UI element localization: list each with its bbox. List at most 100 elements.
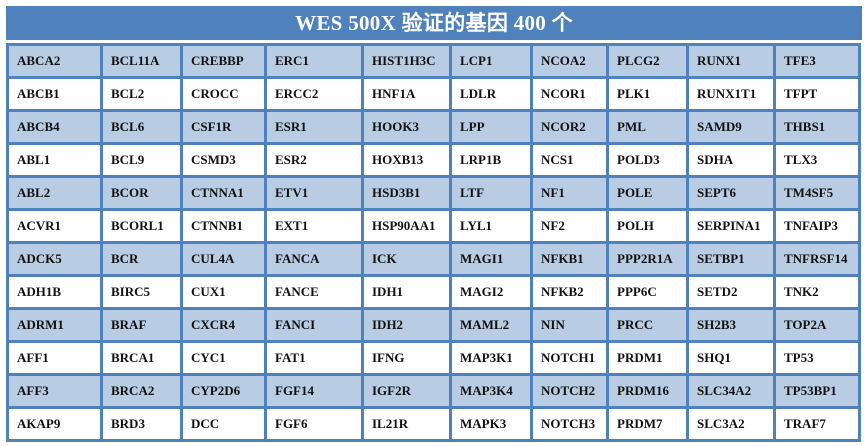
gene-cell: IFNG — [361, 340, 452, 376]
gene-cell: CTNNB1 — [180, 208, 267, 244]
gene-cell: NCOA2 — [530, 43, 609, 79]
gene-cell: IDH1 — [361, 274, 452, 310]
gene-cell: RUNX1T1 — [686, 76, 776, 112]
gene-cell: TP53BP1 — [773, 373, 861, 409]
gene-cell: NOTCH3 — [530, 406, 609, 442]
gene-cell: NCOR1 — [530, 76, 609, 112]
gene-cell: MAGI2 — [449, 274, 533, 310]
gene-cell: MAP3K4 — [449, 373, 533, 409]
gene-cell: MAP3K1 — [449, 340, 533, 376]
gene-cell: POLH — [606, 208, 689, 244]
table-row: ADCK5 BCR CUL4A FANCA ICK MAGI1 NFKB1 PPP2R1A SE… — [6, 241, 861, 277]
table-row: AKAP9 BRD3 DCC FGF6 IL21R MAPK3 NOTCH3 PRDM7 SLC… — [6, 406, 861, 442]
gene-cell: CYP2D6 — [180, 373, 267, 409]
gene-cell: PLCG2 — [606, 43, 689, 79]
gene-cell: BCL9 — [100, 142, 183, 178]
gene-cell: MAPK3 — [449, 406, 533, 442]
gene-cell: BCL2 — [100, 76, 183, 112]
gene-cell: CTNNA1 — [180, 175, 267, 211]
table-row: ABCB4 BCL6 CSF1R ESR1 HOOK3 LPP NCOR2 PML SAMD9 T… — [6, 109, 861, 145]
gene-cell: TNFAIP3 — [773, 208, 861, 244]
gene-cell: NOTCH1 — [530, 340, 609, 376]
gene-cell: NFKB1 — [530, 241, 609, 277]
gene-cell: NF2 — [530, 208, 609, 244]
gene-cell: AFF1 — [6, 340, 103, 376]
gene-cell: SERPINA1 — [686, 208, 776, 244]
gene-cell: LTF — [449, 175, 533, 211]
gene-cell: SEPT6 — [686, 175, 776, 211]
gene-cell: SLC3A2 — [686, 406, 776, 442]
gene-cell: HSP90AA1 — [361, 208, 452, 244]
gene-cell: BCL6 — [100, 109, 183, 145]
gene-cell: TP53 — [773, 340, 861, 376]
gene-cell: BRCA1 — [100, 340, 183, 376]
gene-cell: ABCB1 — [6, 76, 103, 112]
gene-cell: CUL4A — [180, 241, 267, 277]
gene-cell: ABL1 — [6, 142, 103, 178]
gene-cell: LRP1B — [449, 142, 533, 178]
gene-cell: SH2B3 — [686, 307, 776, 343]
gene-cell: NF1 — [530, 175, 609, 211]
gene-cell: BRD3 — [100, 406, 183, 442]
gene-cell: PRCC — [606, 307, 689, 343]
table-row: ABL1 BCL9 CSMD3 ESR2 HOXB13 LRP1B NCS1 POLD3 SDH… — [6, 142, 861, 178]
gene-cell: IL21R — [361, 406, 452, 442]
gene-cell: PRDM16 — [606, 373, 689, 409]
gene-cell: NOTCH2 — [530, 373, 609, 409]
gene-cell: BCOR — [100, 175, 183, 211]
gene-cell: CSMD3 — [180, 142, 267, 178]
gene-cell: HSD3B1 — [361, 175, 452, 211]
gene-cell: ACVR1 — [6, 208, 103, 244]
gene-cell: TNK2 — [773, 274, 861, 310]
gene-cell: DCC — [180, 406, 267, 442]
gene-cell: BCORL1 — [100, 208, 183, 244]
gene-cell: RUNX1 — [686, 43, 776, 79]
gene-cell: CSF1R — [180, 109, 267, 145]
gene-cell: HIST1H3C — [361, 43, 452, 79]
gene-cell: POLD3 — [606, 142, 689, 178]
gene-cell: NFKB2 — [530, 274, 609, 310]
table-row: ACVR1 BCORL1 CTNNB1 EXT1 HSP90AA1 LYL1 NF2 POLH… — [6, 208, 861, 244]
gene-cell: EXT1 — [264, 208, 364, 244]
gene-cell: FANCE — [264, 274, 364, 310]
gene-cell: PML — [606, 109, 689, 145]
table-row: ABCB1 BCL2 CROCC ERCC2 HNF1A LDLR NCOR1 PLK1 RUN… — [6, 76, 861, 112]
gene-cell: AFF3 — [6, 373, 103, 409]
gene-cell: SETD2 — [686, 274, 776, 310]
gene-cell: SHQ1 — [686, 340, 776, 376]
gene-cell: CREBBP — [180, 43, 267, 79]
gene-cell: PRDM1 — [606, 340, 689, 376]
table-row: ADRM1 BRAF CXCR4 FANCI IDH2 MAML2 NIN PRCC SH2B3… — [6, 307, 861, 343]
gene-cell: ABL2 — [6, 175, 103, 211]
table-row: ADH1B BIRC5 CUX1 FANCE IDH1 MAGI2 NFKB2 PPP6C SE… — [6, 274, 861, 310]
gene-cell: NCOR2 — [530, 109, 609, 145]
gene-cell: LPP — [449, 109, 533, 145]
gene-cell: PRDM7 — [606, 406, 689, 442]
gene-cell: ERCC2 — [264, 76, 364, 112]
gene-cell: TFPT — [773, 76, 861, 112]
gene-cell: ESR2 — [264, 142, 364, 178]
gene-cell: SDHA — [686, 142, 776, 178]
gene-cell: FAT1 — [264, 340, 364, 376]
gene-cell: TNFRSF14 — [773, 241, 861, 277]
table-row: AFF3 BRCA2 CYP2D6 FGF14 IGF2R MAP3K4 NOTCH2 PRD… — [6, 373, 861, 409]
gene-cell: ADH1B — [6, 274, 103, 310]
gene-cell: NIN — [530, 307, 609, 343]
gene-cell: POLE — [606, 175, 689, 211]
gene-cell: PPP2R1A — [606, 241, 689, 277]
gene-cell: CROCC — [180, 76, 267, 112]
gene-cell: AKAP9 — [6, 406, 103, 442]
gene-cell: TM4SF5 — [773, 175, 861, 211]
gene-cell: ESR1 — [264, 109, 364, 145]
gene-cell: SLC34A2 — [686, 373, 776, 409]
gene-cell: PLK1 — [606, 76, 689, 112]
gene-cell: ERC1 — [264, 43, 364, 79]
gene-cell: TRAF7 — [773, 406, 861, 442]
gene-cell: MAML2 — [449, 307, 533, 343]
gene-cell: TOP2A — [773, 307, 861, 343]
table-title: WES 500X 验证的基因 400 个 — [6, 6, 862, 40]
gene-cell: ICK — [361, 241, 452, 277]
gene-cell: BCL11A — [100, 43, 183, 79]
gene-cell: NCS1 — [530, 142, 609, 178]
gene-cell: SAMD9 — [686, 109, 776, 145]
